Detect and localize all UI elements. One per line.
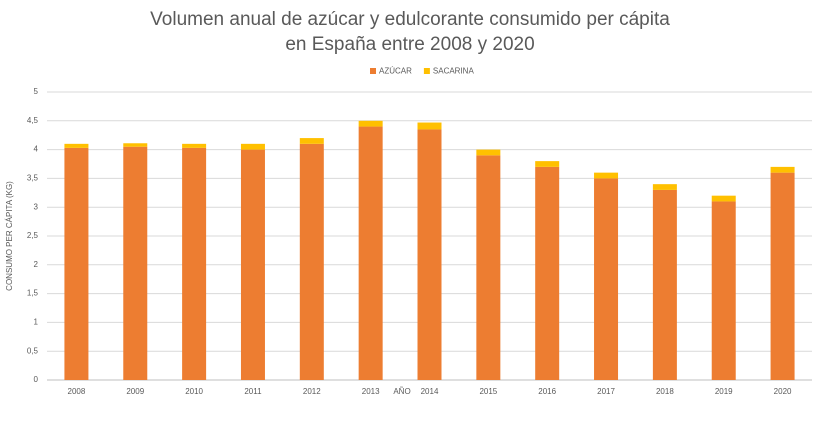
bar-segment (594, 178, 619, 380)
x-tick-label: 2013 (362, 387, 380, 396)
x-tick-label: 2008 (68, 387, 86, 396)
y-tick-label: 4 (34, 145, 39, 154)
bar-segment (358, 126, 383, 380)
bar-segment (535, 161, 560, 167)
x-tick-label: 2017 (597, 387, 615, 396)
bar-segment (770, 166, 795, 173)
y-tick-label: 0 (34, 375, 39, 384)
bar-segment (358, 120, 383, 127)
bar-segment (182, 147, 207, 380)
chart-title: Volumen anual de azúcar y edulcorante co… (150, 9, 670, 30)
bar-segment (476, 155, 501, 380)
x-tick-label: 2010 (185, 387, 203, 396)
bar-segment (182, 143, 207, 148)
bar-segment (64, 143, 89, 148)
x-tick-label: 2012 (303, 387, 321, 396)
bar-segment (652, 189, 677, 380)
bar-segment (123, 146, 148, 380)
bar-segment (417, 129, 442, 380)
bar-segment (123, 143, 148, 147)
legend-swatch (423, 68, 430, 74)
bar-segment (711, 201, 736, 380)
bar-segment (652, 184, 677, 190)
bar-segment (240, 143, 265, 150)
x-tick-label: 2020 (774, 387, 792, 396)
bar-segment (535, 166, 560, 380)
x-tick-label: 2018 (656, 387, 674, 396)
y-tick-label: 2 (34, 260, 39, 269)
y-tick-label: 0,5 (27, 346, 39, 355)
y-axis-label: CONSUMO PER CÁPITA (KG) (5, 181, 14, 291)
legend-label: AZÚCAR (379, 67, 412, 76)
y-tick-label: 3 (34, 202, 39, 211)
legend-label: SACARINA (433, 67, 475, 76)
bar-segment (711, 195, 736, 202)
bar-segment (594, 172, 619, 179)
x-tick-label: 2011 (244, 387, 262, 396)
x-axis-label: AÑO (393, 387, 410, 396)
bar-segment (64, 147, 89, 380)
chart-title: en España entre 2008 y 2020 (285, 34, 534, 55)
bar-segment (476, 149, 501, 156)
bar-segment (240, 149, 265, 380)
y-tick-label: 5 (34, 87, 39, 96)
y-tick-label: 1,5 (27, 289, 39, 298)
legend-swatch (370, 68, 376, 74)
bar-segment (299, 143, 324, 380)
bar-segment (417, 122, 442, 130)
y-tick-label: 3,5 (27, 174, 39, 183)
x-tick-label: 2015 (479, 387, 497, 396)
y-tick-label: 4,5 (27, 116, 39, 125)
y-tick-label: 1 (34, 318, 39, 327)
x-tick-label: 2016 (538, 387, 556, 396)
bar-segment (770, 172, 795, 380)
bar-segment (299, 138, 324, 144)
x-tick-label: 2014 (421, 387, 439, 396)
y-tick-label: 2,5 (27, 231, 39, 240)
x-tick-label: 2019 (715, 387, 733, 396)
x-tick-label: 2009 (126, 387, 144, 396)
